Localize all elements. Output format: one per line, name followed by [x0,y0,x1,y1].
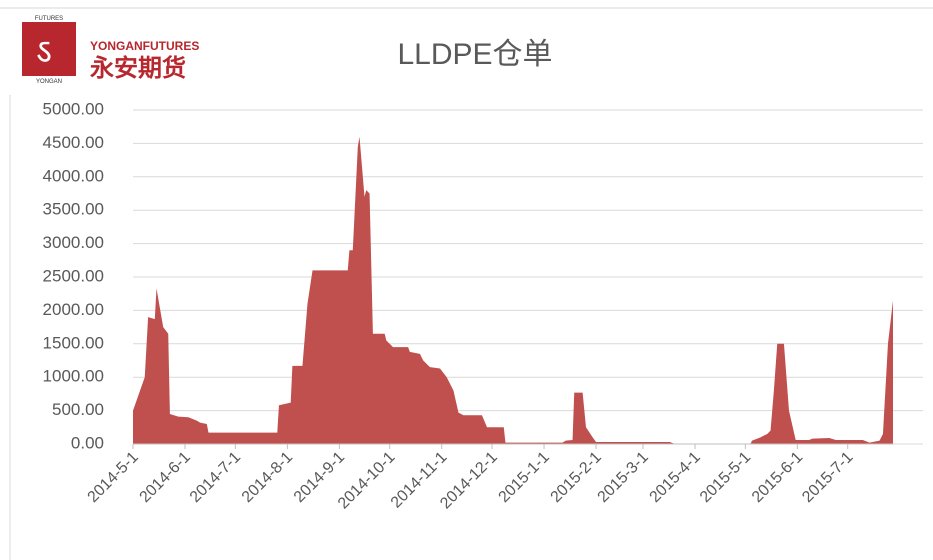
x-tick-label: 2015-7-1 [799,449,856,506]
y-tick-label: 5000.00 [43,99,104,118]
y-tick-label: 4000.00 [43,166,104,185]
x-tick-label: 2014-8-1 [239,449,296,506]
x-tick-label: 2015-2-1 [548,449,605,506]
y-tick-label: 4500.00 [43,133,104,152]
y-tick-label: 1000.00 [43,367,104,386]
y-tick-label: 3000.00 [43,233,104,252]
y-tick-label: 3500.00 [43,200,104,219]
logo-mark-top: FUTURES [35,16,63,22]
logo-mark [22,22,76,76]
y-tick-label: 0.00 [71,433,104,452]
logo-brand: YONGANFUTURES [90,39,199,53]
x-tick-label: 2014-5-1 [85,449,142,506]
logo-mark-bottom: YONGAN [36,79,62,85]
y-tick-label: 500.00 [52,400,104,419]
x-tick-label: 2015-1-1 [496,449,553,506]
x-tick-label: 2015-6-1 [749,449,806,506]
y-tick-label: 2500.00 [43,266,104,285]
x-tick-label: 2015-5-1 [697,449,754,506]
x-tick-label: 2014-7-1 [187,449,244,506]
chart-title: LLDPE仓单 [397,38,552,71]
x-tick-label: 2015-4-1 [647,449,704,506]
logo-name: 永安期货 [90,54,186,82]
y-tick-label: 2000.00 [43,300,104,319]
logo-glyph: ऽ [36,32,52,72]
logo: FUTURES YONGAN ऽ YONGANFUTURES 永安期货 [22,16,199,85]
area [133,136,893,444]
y-tick-label: 1500.00 [43,333,104,352]
x-tick-label: 2015-3-1 [595,449,652,506]
x-tick-label: 2014-6-1 [137,449,194,506]
